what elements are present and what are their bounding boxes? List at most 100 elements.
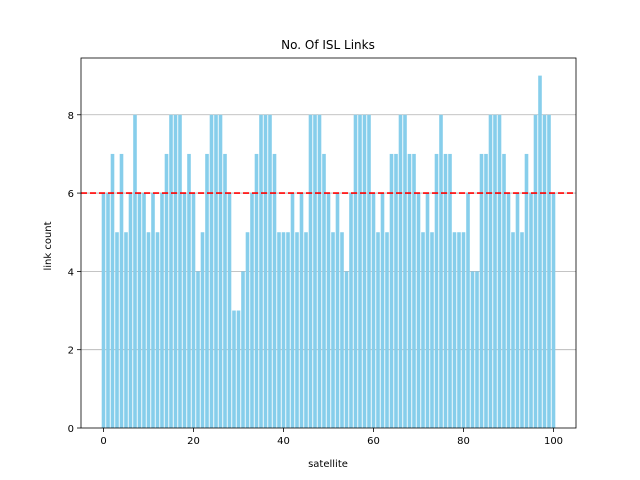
bar [344,271,349,428]
bar [394,153,398,429]
bar [205,153,209,429]
bar [502,153,506,429]
bar [164,153,169,429]
bar [299,193,304,428]
y-tick-label: 0 [68,424,74,435]
bar [142,193,146,428]
bar [241,271,245,428]
bar [178,114,182,428]
bar [218,114,223,428]
bar [115,232,119,428]
bar [101,193,106,428]
bar [236,310,241,428]
bar [182,193,187,428]
y-tick-label: 6 [68,189,74,200]
bar [295,232,299,428]
bar [146,232,151,428]
bar [106,193,110,428]
bar [286,232,290,428]
bar [124,232,128,428]
bar [511,232,515,428]
bar [551,193,556,428]
bar [349,193,353,428]
bar [412,153,416,429]
bar [439,114,443,428]
bar [376,232,380,428]
bar [128,193,133,428]
y-tick-label: 2 [68,346,74,357]
y-tick-label: 8 [68,111,74,122]
bar [457,232,461,428]
bar [475,271,479,428]
bar [497,114,502,428]
bar [538,75,542,428]
x-tick-label: 0 [100,436,106,447]
bar [533,114,538,428]
bar [331,232,335,428]
plot-frame [80,57,577,429]
bar [434,153,439,429]
x-axis-label: satellite [308,459,348,470]
bar [479,153,484,429]
bar [304,232,308,428]
bar [232,310,236,428]
x-tick-label: 40 [277,436,290,447]
bar [259,114,263,428]
bar [313,114,317,428]
bar [335,193,340,428]
bar [133,114,137,428]
bar [119,153,124,429]
bar [466,193,470,428]
bar [214,114,218,428]
bar [547,114,551,428]
bar [398,114,403,428]
bar [362,114,367,428]
x-tick-label: 100 [544,436,563,447]
bar [308,114,313,428]
bar [196,271,200,428]
bar [461,232,466,428]
x-tick-label: 20 [187,436,200,447]
chart-title: No. Of ISL Links [281,38,375,52]
bar [385,232,389,428]
x-axis-ticks: 0 20 40 60 80 100 [100,428,563,447]
bar [340,232,344,428]
bar [277,232,281,428]
bar [317,114,322,428]
bar [326,193,331,428]
bar [416,193,421,428]
bar [452,232,457,428]
bar [484,153,488,429]
y-axis-ticks: 0 2 4 6 8 [68,111,81,435]
bar [322,153,326,429]
bar [430,232,434,428]
bar [488,114,493,428]
x-tick-label: 60 [367,436,380,447]
bar [151,193,155,428]
bar [155,232,160,428]
bar [169,114,173,428]
x-tick-label: 80 [457,436,470,447]
bar [191,193,196,428]
bar [187,153,191,429]
bar [160,193,164,428]
bar [448,153,452,429]
bar [403,114,407,428]
bar [529,193,533,428]
y-axis-label: link count [43,221,54,270]
bar [407,153,412,429]
bar [520,232,524,428]
bar [524,153,529,429]
bar [254,153,259,429]
bar [371,193,376,428]
bar [290,193,295,428]
bar [263,114,268,428]
bar [515,193,520,428]
bar [281,232,286,428]
bar [209,114,214,428]
bar [200,232,205,428]
y-tick-label: 4 [68,267,74,278]
bar [358,114,362,428]
bars [101,75,556,429]
